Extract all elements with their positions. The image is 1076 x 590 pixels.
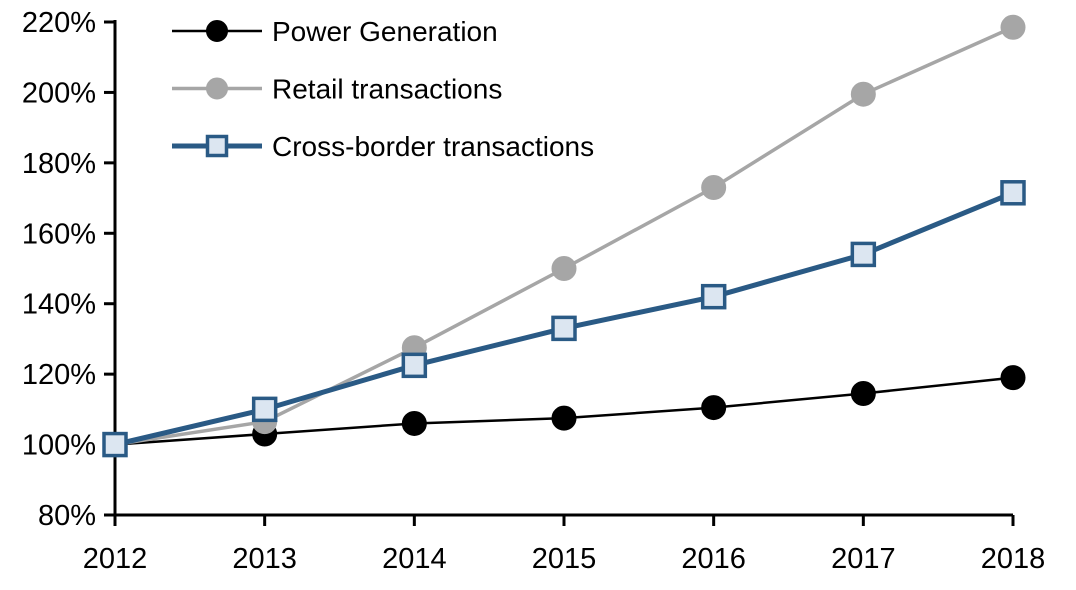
y-tick-label: 120% bbox=[22, 359, 96, 391]
data-point-power-generation bbox=[850, 381, 876, 407]
data-point-cross-border-transactions bbox=[1000, 180, 1026, 206]
x-tick-label: 2015 bbox=[532, 543, 597, 575]
x-tick-label: 2012 bbox=[83, 543, 148, 575]
legend-label-power-generation: Power Generation bbox=[272, 16, 498, 47]
legend-marker-circle-retail-transactions bbox=[206, 77, 228, 100]
legend-label-retail-transactions: Retail transactions bbox=[272, 74, 502, 105]
data-point-cross-border-transactions bbox=[850, 241, 877, 268]
x-tick-label: 2016 bbox=[681, 543, 746, 575]
data-point-power-generation bbox=[401, 410, 427, 436]
y-tick-label: 160% bbox=[22, 218, 96, 250]
x-tick-label: 2017 bbox=[831, 543, 896, 575]
legend-label-cross-border-transactions: Cross-border transactions bbox=[272, 131, 594, 162]
x-tick-label: 2014 bbox=[382, 543, 447, 575]
data-point-retail-transactions bbox=[1000, 14, 1026, 40]
y-tick-label: 180% bbox=[22, 148, 96, 180]
data-point-power-generation bbox=[551, 405, 577, 431]
y-tick-label: 80% bbox=[38, 500, 96, 532]
y-tick-label: 220% bbox=[22, 7, 96, 39]
data-point-retail-transactions bbox=[701, 175, 727, 201]
data-point-cross-border-transactions bbox=[251, 396, 278, 423]
data-point-power-generation bbox=[1000, 365, 1026, 391]
data-point-cross-border-transactions bbox=[551, 315, 577, 342]
x-tick-label: 2018 bbox=[981, 543, 1046, 575]
data-point-cross-border-transactions bbox=[102, 431, 128, 458]
y-tick-label: 140% bbox=[22, 289, 96, 321]
data-point-cross-border-transactions bbox=[700, 283, 727, 310]
data-point-retail-transactions bbox=[551, 256, 577, 281]
data-point-power-generation bbox=[701, 395, 727, 421]
y-tick-label: 200% bbox=[22, 77, 96, 109]
legend-marker-circle-power-generation bbox=[206, 20, 228, 42]
y-tick-label: 100% bbox=[22, 430, 96, 462]
x-tick-label: 2013 bbox=[232, 543, 297, 575]
legend-marker-square-cross-border-transactions bbox=[205, 134, 229, 158]
data-point-retail-transactions bbox=[850, 81, 876, 107]
data-point-cross-border-transactions bbox=[401, 352, 428, 379]
